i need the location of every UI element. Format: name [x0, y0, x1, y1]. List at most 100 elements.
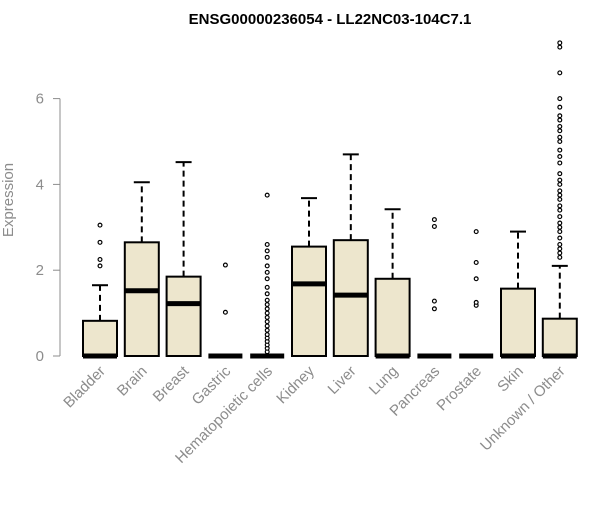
box-body: [82, 319, 118, 357]
outlier-point: [557, 154, 563, 160]
outlier-point: [264, 248, 270, 254]
box-brain: [123, 181, 160, 357]
outlier-point: [431, 298, 437, 304]
outlier-point: [264, 254, 270, 260]
outlier-point: [557, 214, 563, 220]
outlier-point: [557, 246, 563, 252]
box-liver: [332, 153, 369, 357]
x-tick-label: Skin: [494, 363, 527, 396]
outlier-point: [557, 235, 563, 241]
outlier-point: [264, 192, 270, 198]
box-body: [123, 241, 160, 357]
outlier-point: [557, 254, 563, 260]
outlier-point: [557, 123, 563, 129]
outlier-point: [557, 196, 563, 202]
box-kidney: [291, 197, 327, 357]
outlier-point: [264, 323, 270, 329]
outlier-point: [557, 220, 563, 226]
outlier-point: [264, 241, 270, 247]
outlier-point: [557, 224, 563, 230]
outlier-point: [557, 229, 563, 235]
box-unknown-other: [541, 40, 578, 359]
outlier-point: [557, 40, 563, 46]
box-bladder: [82, 222, 118, 359]
outlier-point: [557, 203, 563, 209]
outlier-point: [557, 147, 563, 153]
y-tick-label: 6: [36, 91, 44, 108]
outlier-point: [97, 222, 103, 228]
outlier-point: [222, 309, 228, 315]
box-gastric: [208, 262, 243, 359]
outlier-point: [264, 332, 270, 338]
outlier-point: [557, 192, 563, 198]
outlier-point: [557, 70, 563, 76]
outlier-point: [473, 299, 479, 305]
outlier-point: [264, 319, 270, 325]
outlier-point: [431, 306, 437, 312]
outlier-point: [557, 160, 563, 166]
outlier-point: [557, 250, 563, 256]
box-body: [541, 317, 578, 357]
box-skin: [500, 230, 536, 359]
outlier-point: [557, 181, 563, 187]
box-body: [291, 245, 327, 357]
box-body: [374, 277, 411, 357]
box-prostate: [459, 229, 494, 359]
outlier-point: [473, 259, 479, 265]
outlier-point: [264, 297, 270, 303]
box-body: [500, 287, 536, 357]
y-tick-label: 2: [36, 262, 44, 279]
box-hematopoietic-cells: [250, 192, 285, 359]
outlier-point: [264, 314, 270, 320]
outlier-point: [557, 104, 563, 110]
outlier-point: [557, 134, 563, 140]
chart-title: ENSG00000236054 - LL22NC03-104C7.1: [189, 11, 472, 28]
x-tick-label: Brain: [114, 363, 151, 400]
outlier-point: [431, 223, 437, 229]
y-tick-label: 4: [36, 176, 44, 193]
box-body: [332, 239, 369, 357]
x-tick-label: Kidney: [273, 362, 318, 407]
outlier-point: [264, 306, 270, 312]
outlier-point: [97, 256, 103, 262]
outlier-point: [473, 276, 479, 282]
outlier-point: [264, 263, 270, 269]
outlier-point: [557, 177, 563, 183]
outlier-point: [557, 113, 563, 119]
outlier-point: [222, 262, 228, 268]
outlier-point: [97, 263, 103, 269]
outlier-point: [473, 229, 479, 235]
outlier-point: [264, 302, 270, 308]
outlier-point: [264, 327, 270, 333]
outlier-point: [264, 291, 270, 297]
outlier-point: [557, 128, 563, 134]
y-axis-label: Expression: [0, 163, 17, 237]
box-pancreas: [417, 217, 452, 359]
y-tick-label: 0: [36, 348, 44, 365]
boxes-layer: [82, 40, 578, 359]
outlier-point: [557, 139, 563, 145]
outlier-point: [557, 207, 563, 213]
outlier-point: [431, 217, 437, 223]
outlier-point: [557, 241, 563, 247]
outlier-point: [264, 284, 270, 290]
x-tick-label: Prostate: [433, 363, 485, 415]
x-tick-label: Liver: [325, 363, 360, 398]
outlier-point: [264, 310, 270, 316]
y-axis: 0 2 4 6: [36, 91, 61, 365]
box-breast: [165, 161, 202, 358]
x-tick-label: Lung: [366, 363, 402, 399]
outlier-point: [557, 96, 563, 102]
box-body: [165, 275, 202, 358]
outlier-point: [557, 117, 563, 123]
x-tick-label: Bladder: [60, 363, 109, 412]
outlier-point: [97, 239, 103, 245]
outlier-point: [557, 188, 563, 194]
box-lung: [374, 208, 411, 359]
outlier-point: [264, 276, 270, 282]
outlier-point: [557, 171, 563, 177]
outlier-point: [557, 44, 563, 50]
